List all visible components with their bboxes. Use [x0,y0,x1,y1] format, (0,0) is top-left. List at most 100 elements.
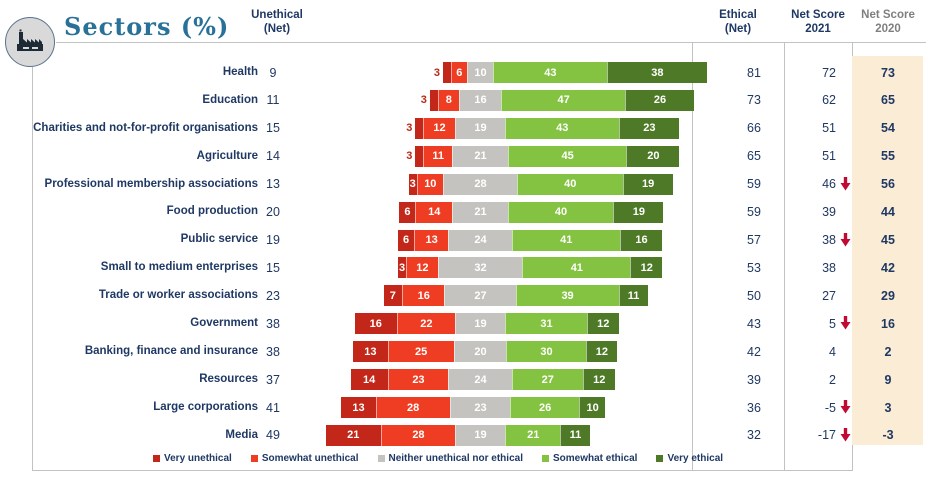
bar-segment-somewhat-unethical: 16 [402,285,445,307]
bar-segment-neither: 32 [437,257,523,279]
very-unethical-outside-label: 3 [406,150,413,163]
bar-segment-somewhat-unethical: 22 [396,313,455,335]
legend-item: Very unethical [153,453,232,464]
stacked-bar: 3 12 32 41 12 [398,257,663,279]
bar-segment-somewhat-ethical: 40 [507,201,614,223]
sector-row: Charities and not-for-profit organisatio… [0,117,934,139]
legend-label: Somewhat unethical [261,452,359,464]
net-score-2020-value: 45 [881,233,895,248]
legend-label: Very unethical [164,452,232,464]
bar-segment-very-unethical: 3 [398,257,407,279]
bar-segment-neither: 19 [454,117,506,139]
legend-swatch-very-ethical [656,454,664,462]
ethical-net-value: 39 [747,372,761,387]
ethical-net-value: 65 [747,149,761,164]
sector-label: Professional membership associations [44,177,258,190]
net-score-2021-value: 51 [822,121,836,136]
bar-segment-neither: 16 [458,89,502,111]
legend-item: Somewhat unethical [250,452,359,464]
bar-segment-somewhat-ethical: 40 [516,173,623,195]
bar-segment-somewhat-unethical: 12 [406,257,438,279]
stacked-bar: 6 14 21 40 19 [399,201,664,223]
sector-label: Small to medium enterprises [100,261,258,274]
bar-segment-very-unethical [443,62,451,83]
bar-segment-neither: 19 [454,424,506,446]
bar-segment-somewhat-unethical: 28 [380,424,455,446]
net-score-2020-value: 29 [881,288,895,303]
bar-segment-neither: 19 [454,313,506,335]
net-score-2021-value: 38 [822,260,836,275]
stacked-bar: 8 16 47 26 3 [421,89,694,111]
bar-segment-very-unethical: 6 [398,229,414,251]
bar-segment-somewhat-ethical: 47 [501,89,626,111]
stacked-bar: 16 22 19 31 12 [354,313,619,335]
net-score-2021-value: 38 [822,233,836,248]
net-score-decrease-arrow-icon [840,400,851,414]
net-score-2020-value: 2 [884,344,892,359]
factory-icon [5,17,55,67]
bar-segment-somewhat-unethical: 10 [416,173,444,195]
bar-segment-very-unethical: 14 [350,369,388,391]
sector-row: Health 9 6 10 43 38 3 81 72 73 [0,62,934,83]
unethical-net-value: 14 [266,149,280,164]
sector-row: Education 11 8 16 47 26 3 73 62 65 [0,89,934,111]
legend-swatch-somewhat-unethical [250,454,258,462]
bar-segment-somewhat-unethical: 12 [423,117,455,139]
unethical-net-value: 20 [266,205,280,220]
bar-segment-somewhat-ethical: 26 [510,397,579,419]
net-score-2021-value: 51 [822,149,836,164]
net-score-2020-highlight-column [852,56,923,445]
bar-segment-very-ethical: 19 [622,173,673,195]
ethical-net-value: 57 [747,233,761,248]
factory-icon-glyph [17,29,43,51]
legend-label: Very ethical [667,452,724,464]
bar-segment-very-unethical: 16 [354,313,397,335]
net-score-2020-value: 42 [881,260,895,275]
bar-segment-somewhat-ethical: 41 [511,229,620,251]
bar-segment-very-ethical: 11 [560,424,590,446]
net-score-2021-value: 62 [822,93,836,108]
bar-segment-very-ethical: 20 [626,145,680,167]
ethical-net-value: 50 [747,288,761,303]
bar-segment-neither: 20 [453,341,507,363]
bar-segment-very-ethical: 12 [586,313,619,335]
net-score-2020-value: 9 [884,372,892,387]
net-score-2021-value: 72 [822,65,836,80]
net-score-2020-value: 73 [881,65,895,80]
sector-row: Agriculture 14 11 21 45 20 3 65 51 55 [0,145,934,167]
net-score-decrease-arrow-icon [840,232,851,247]
bar-segment-somewhat-ethical: 21 [505,424,561,446]
unethical-net-value: 13 [266,177,280,192]
net-score-2020-value: 16 [881,316,895,331]
net-score-2021-value: 2 [829,372,836,387]
stacked-bar: 12 19 43 23 3 [406,117,680,139]
bar-segment-somewhat-ethical: 39 [515,285,619,307]
sector-row: Banking, finance and insurance 38 13 25 20 30… [0,341,934,363]
unethical-net-value: 38 [266,344,280,359]
bar-segment-very-ethical: 12 [582,369,615,391]
ethical-column-divider [692,42,693,470]
column-header-unethical-net: Unethical (Net) [251,9,303,35]
stacked-bar: 7 16 27 39 11 [383,285,648,307]
bar-segment-neither: 24 [448,229,512,251]
net-score-2020-value: 3 [884,400,892,415]
sector-label: Government [190,317,258,330]
legend-swatch-neither [377,454,385,462]
bar-segment-neither: 21 [452,201,508,223]
sector-label: Trade or worker associations [98,289,258,302]
bar-segment-very-ethical: 12 [630,257,663,279]
bar-segment-somewhat-ethical: 43 [505,117,619,139]
bar-segment-very-ethical: 12 [585,341,618,363]
legend-item: Very ethical [656,453,723,464]
sector-label: Media [225,428,258,441]
bar-segment-somewhat-ethical: 27 [511,369,583,391]
sector-row: Media 49 21 28 19 21 11 32 -17 -3 [0,424,934,446]
net-score-2021-value: 46 [822,177,836,192]
bar-segment-neither: 21 [452,145,508,167]
bar-segment-very-ethical: 38 [606,62,707,83]
bar-segment-very-unethical: 21 [325,424,381,446]
sector-row: Food production 20 6 14 21 40 19 59 39 44 [0,201,934,223]
ethical-net-value: 81 [747,65,761,80]
ethical-net-value: 42 [747,344,761,359]
net-score-2020-value: 65 [881,93,895,108]
